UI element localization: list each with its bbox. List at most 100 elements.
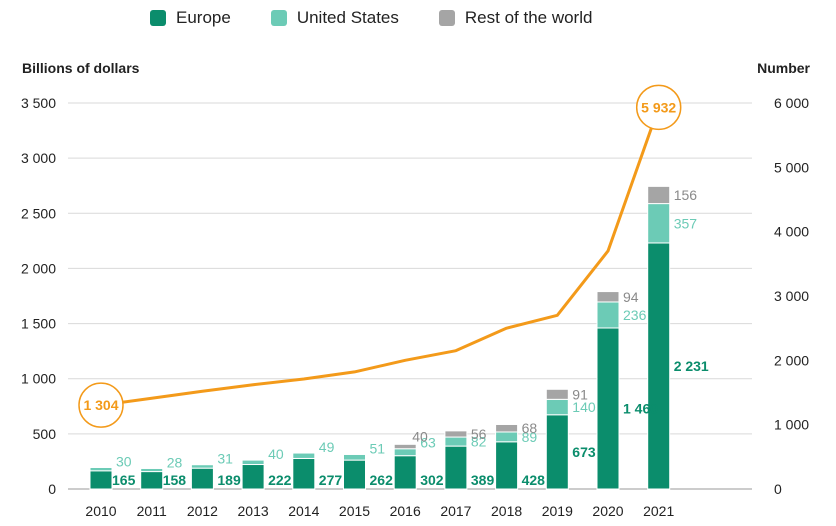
legend-swatch-united-states (270, 10, 287, 26)
bar-rest-of-world (647, 185, 671, 205)
right-tick-label: 4 000 (774, 224, 809, 240)
x-tick-label: 2019 (542, 503, 573, 519)
left-tick-label: 1 000 (21, 371, 56, 387)
bar-europe (190, 467, 214, 490)
bar-europe (444, 445, 468, 490)
bar-europe (495, 441, 519, 490)
left-tick-label: 0 (48, 481, 56, 497)
x-tick-label: 2017 (440, 503, 471, 519)
line-number (100, 106, 661, 407)
legend: Europe United States Rest of the world (150, 8, 632, 28)
x-tick-label: 2012 (187, 503, 218, 519)
legend-item-rest-of-world: Rest of the world (438, 8, 593, 28)
value-label-united-states: 63 (420, 435, 436, 451)
value-label-united-states: 40 (268, 446, 284, 462)
value-label-united-states: 49 (319, 439, 335, 455)
bar-rest-of-world (596, 291, 620, 303)
value-label-united-states: 28 (167, 454, 183, 470)
value-label-rest-of-world: 68 (522, 420, 538, 436)
bar-united-states (292, 452, 316, 459)
value-label-rest-of-world: 40 (412, 428, 428, 444)
right-tick-label: 1 000 (774, 417, 809, 433)
x-tick-label: 2018 (491, 503, 522, 519)
left-tick-label: 3 500 (21, 95, 56, 111)
value-label-europe: 428 (522, 472, 546, 488)
bar-rest-of-world (495, 423, 519, 433)
value-label-europe: 262 (370, 472, 394, 488)
callout-label: 1 304 (83, 397, 118, 413)
bar-united-states (596, 301, 620, 329)
x-tick-label: 2016 (390, 503, 421, 519)
bar-europe (241, 464, 265, 490)
bar-europe (140, 471, 164, 490)
right-tick-label: 5 000 (774, 159, 809, 175)
legend-label-rest-of-world: Rest of the world (464, 8, 593, 27)
x-tick-label: 2014 (288, 503, 319, 519)
value-label-rest-of-world: 94 (623, 289, 639, 305)
legend-label-europe: Europe (176, 8, 231, 27)
bar-europe (596, 327, 620, 490)
callout-label: 5 932 (641, 99, 676, 115)
right-tick-label: 0 (774, 481, 782, 497)
value-label-europe: 277 (319, 472, 343, 488)
legend-item-united-states: United States (270, 8, 399, 28)
right-tick-label: 3 000 (774, 288, 809, 304)
right-axis-title: Number (757, 60, 810, 76)
bar-europe (545, 414, 569, 490)
left-tick-label: 500 (33, 426, 57, 442)
callout-circle (78, 382, 124, 428)
x-tick-label: 2020 (592, 503, 623, 519)
bar-europe (292, 457, 316, 490)
bar-united-states (140, 467, 164, 473)
value-label-united-states: 140 (572, 399, 596, 415)
x-tick-label: 2010 (85, 503, 116, 519)
value-label-united-states: 82 (471, 434, 487, 450)
value-label-europe: 1 460 (623, 400, 658, 416)
bar-united-states (393, 448, 417, 457)
left-tick-label: 3 000 (21, 150, 56, 166)
bar-rest-of-world (393, 443, 417, 450)
bar-united-states (647, 203, 671, 244)
left-tick-label: 1 500 (21, 316, 56, 332)
bar-united-states (241, 459, 265, 466)
bar-united-states (444, 436, 468, 447)
legend-swatch-europe (150, 10, 166, 26)
value-label-united-states: 30 (116, 453, 132, 469)
value-label-rest-of-world: 91 (572, 386, 588, 402)
value-label-europe: 2 231 (674, 358, 709, 374)
bar-rest-of-world (444, 430, 468, 438)
value-label-europe: 158 (163, 472, 187, 488)
value-label-europe: 673 (572, 444, 596, 460)
legend-swatch-rest-of-world (438, 10, 455, 26)
bar-united-states (545, 398, 569, 416)
x-tick-label: 2011 (137, 503, 167, 519)
x-tick-label: 2015 (339, 503, 370, 519)
value-label-united-states: 89 (522, 429, 538, 445)
bar-united-states (190, 464, 214, 469)
right-tick-label: 6 000 (774, 95, 809, 111)
bar-united-states (343, 453, 366, 461)
bar-united-states (495, 431, 519, 443)
left-tick-label: 2 000 (21, 260, 56, 276)
value-label-united-states: 236 (623, 307, 647, 323)
value-label-europe: 165 (112, 472, 136, 488)
callout-circle (635, 84, 682, 131)
value-label-united-states: 357 (674, 215, 698, 231)
left-axis-title: Billions of dollars (22, 60, 140, 76)
right-tick-label: 2 000 (774, 352, 809, 368)
bar-united-states (89, 466, 113, 472)
value-label-rest-of-world: 56 (471, 426, 487, 442)
left-tick-label: 2 500 (21, 205, 56, 221)
value-label-europe: 389 (471, 472, 495, 488)
legend-item-europe: Europe (150, 8, 231, 28)
bar-europe (393, 455, 417, 490)
value-label-europe: 222 (268, 472, 292, 488)
legend-label-united-states: United States (296, 8, 399, 27)
value-label-united-states: 51 (370, 440, 386, 456)
bar-europe (89, 470, 113, 490)
x-tick-label: 2021 (643, 503, 674, 519)
value-label-rest-of-world: 156 (674, 187, 698, 203)
bar-rest-of-world (545, 388, 569, 400)
x-tick-label: 2013 (238, 503, 269, 519)
